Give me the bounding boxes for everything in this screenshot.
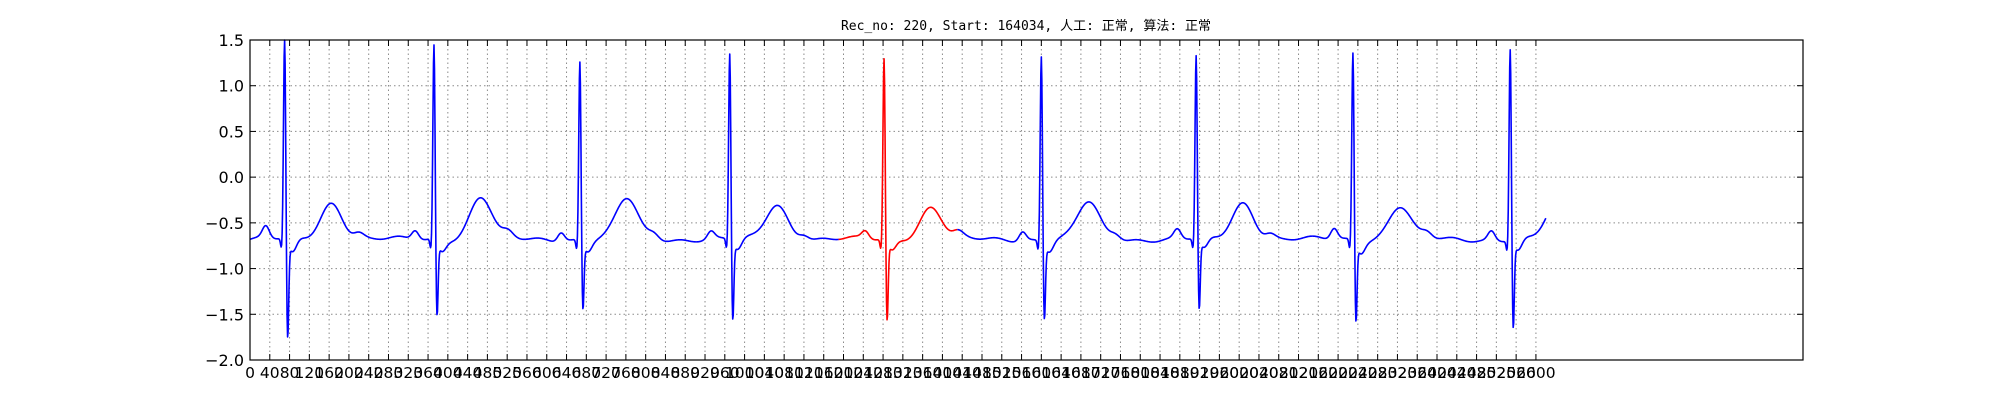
x-tick-label: 840 bbox=[651, 364, 681, 382]
x-tick-label: 1240 bbox=[844, 364, 883, 382]
x-tick-label: 160 bbox=[314, 364, 344, 382]
x-tick-label: 640 bbox=[552, 364, 582, 382]
x-tick-label: 2000 bbox=[1219, 364, 1258, 382]
x-tick-label: 800 bbox=[631, 364, 661, 382]
x-tick-label: 2160 bbox=[1299, 364, 1338, 382]
x-tick-label: 2120 bbox=[1279, 364, 1318, 382]
x-tick-label: 2560 bbox=[1496, 364, 1535, 382]
x-tick-label: 1520 bbox=[982, 364, 1021, 382]
plot-frame bbox=[249, 39, 1804, 361]
x-tick-label: 880 bbox=[670, 364, 700, 382]
x-tick-label: 1440 bbox=[942, 364, 981, 382]
x-tick-label: 520 bbox=[492, 364, 522, 382]
y-tick-label: −1.5 bbox=[205, 305, 244, 324]
x-tick-label: 720 bbox=[591, 364, 621, 382]
x-tick-label: 1080 bbox=[764, 364, 803, 382]
x-tick-label: 1640 bbox=[1041, 364, 1080, 382]
y-tick-label: −1.0 bbox=[205, 260, 244, 279]
x-tick-label: 2400 bbox=[1417, 364, 1456, 382]
x-tick-label: 1040 bbox=[745, 364, 784, 382]
x-tick-label: 2480 bbox=[1457, 364, 1496, 382]
x-tick-label: 2600 bbox=[1516, 364, 1555, 382]
x-tick-label: 2240 bbox=[1338, 364, 1377, 382]
x-tick-label: 2280 bbox=[1358, 364, 1397, 382]
x-tick-label: 1840 bbox=[1140, 364, 1179, 382]
x-tick-label: 1760 bbox=[1101, 364, 1140, 382]
ecg-series-0 bbox=[249, 39, 839, 338]
x-tick-label: 2520 bbox=[1477, 364, 1516, 382]
x-tick-label: 560 bbox=[512, 364, 542, 382]
x-tick-label: 80 bbox=[280, 364, 300, 382]
x-tick-label: 0 bbox=[245, 364, 255, 382]
x-tick-label: 480 bbox=[473, 364, 503, 382]
chart-title: Rec_no: 220, Start: 164034, 人工: 正常, 算法: … bbox=[841, 19, 1211, 34]
y-tick-label: −0.5 bbox=[205, 214, 244, 233]
x-tick-label: 1920 bbox=[1180, 364, 1219, 382]
x-tick-label: 920 bbox=[690, 364, 720, 382]
ecg-traces bbox=[249, 39, 1547, 338]
x-tick-label: 1000 bbox=[725, 364, 764, 382]
x-tick-label: 320 bbox=[393, 364, 423, 382]
y-tick-label: 1.5 bbox=[219, 31, 244, 50]
y-axis: −2.0 −1.5 −1.0 −0.5 0.0 0.5 1.0 1.5 bbox=[205, 31, 1803, 370]
x-tick-label: 2080 bbox=[1259, 364, 1298, 382]
x-tick-label: 1960 bbox=[1200, 364, 1239, 382]
x-tick-label: 400 bbox=[433, 364, 463, 382]
x-tick-label: 440 bbox=[453, 364, 483, 382]
x-tick-label: 680 bbox=[572, 364, 602, 382]
x-tick-label: 2440 bbox=[1437, 364, 1476, 382]
grid-lines bbox=[249, 39, 1803, 361]
y-tick-label: 0.5 bbox=[219, 122, 244, 141]
ecg-series-2 bbox=[956, 48, 1547, 329]
y-tick-label: 1.0 bbox=[219, 77, 244, 96]
x-tick-label: 600 bbox=[532, 364, 562, 382]
x-tick-label: 1800 bbox=[1121, 364, 1160, 382]
x-tick-label: 1680 bbox=[1061, 364, 1100, 382]
y-tick-label: 0.0 bbox=[219, 168, 244, 187]
x-tick-label: 1560 bbox=[1002, 364, 1041, 382]
x-tick-label: 1120 bbox=[784, 364, 823, 382]
x-tick-label: 1400 bbox=[923, 364, 962, 382]
x-tick-label: 760 bbox=[611, 364, 641, 382]
x-tick-label: 1200 bbox=[824, 364, 863, 382]
x-axis: 0 40 8012016020024028032036040044048052056… bbox=[245, 40, 1556, 382]
x-tick-label: 1480 bbox=[962, 364, 1001, 382]
x-tick-label: 2040 bbox=[1239, 364, 1278, 382]
x-tick-label: 360 bbox=[413, 364, 443, 382]
y-tick-label: −2.0 bbox=[205, 351, 244, 370]
x-tick-label: 120 bbox=[295, 364, 325, 382]
x-tick-label: 1320 bbox=[883, 364, 922, 382]
x-tick-label: 1360 bbox=[903, 364, 942, 382]
x-tick-label: 280 bbox=[374, 364, 404, 382]
x-tick-label: 240 bbox=[354, 364, 384, 382]
x-tick-label: 1720 bbox=[1081, 364, 1120, 382]
x-tick-label: 2360 bbox=[1397, 364, 1436, 382]
x-tick-label: 1280 bbox=[863, 364, 902, 382]
x-tick-label: 2320 bbox=[1378, 364, 1417, 382]
x-tick-label: 200 bbox=[334, 364, 364, 382]
x-tick-label: 40 bbox=[260, 364, 280, 382]
x-tick-label: 1160 bbox=[804, 364, 843, 382]
x-tick-label: 960 bbox=[710, 364, 740, 382]
x-tick-label: 1600 bbox=[1022, 364, 1061, 382]
x-tick-label: 2200 bbox=[1318, 364, 1357, 382]
ecg-series-1 bbox=[838, 58, 958, 321]
x-tick-label: 1880 bbox=[1160, 364, 1199, 382]
